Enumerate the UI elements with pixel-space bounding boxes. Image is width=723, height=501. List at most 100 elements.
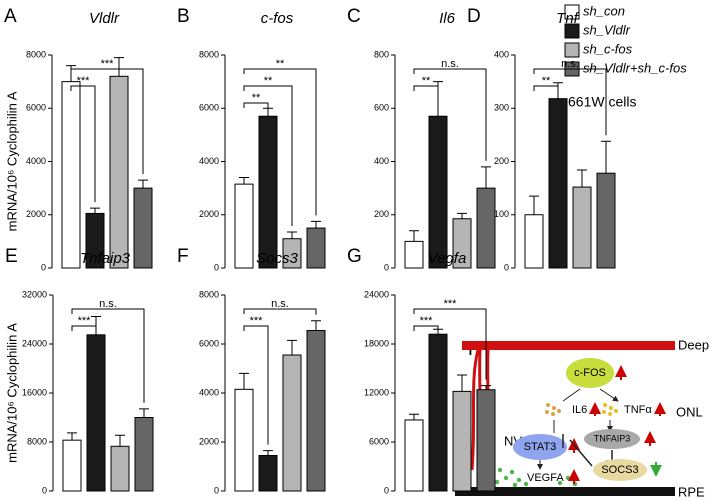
bar [452, 390, 472, 492]
y-tick-label: 24000 [22, 338, 47, 348]
bar [258, 115, 278, 269]
error-bar [481, 166, 491, 189]
bar [234, 183, 254, 269]
y-tick-label: 6000 [26, 103, 46, 113]
rpe-label: RPE [678, 484, 705, 499]
y-tick-label: 6000 [199, 103, 219, 113]
il6-dots [545, 403, 561, 416]
rpe-layer [455, 487, 675, 496]
bar [596, 172, 616, 269]
error-bar [409, 230, 419, 242]
node-label: TNFAIP3 [594, 433, 631, 443]
panel-letter: E [5, 246, 18, 267]
node-label: c-FOS [574, 367, 606, 379]
error-bar [529, 195, 539, 215]
bar [404, 240, 424, 269]
error-bar [114, 57, 124, 77]
error-bar [287, 339, 297, 356]
y-tick-label: 8000 [199, 49, 219, 59]
significance-bracket [413, 85, 439, 91]
error-bar [139, 408, 149, 418]
y-tick-label: 0 [214, 262, 219, 272]
significance-bracket [533, 85, 559, 91]
stat3-node [513, 434, 567, 460]
y-tick-label: 0 [384, 485, 389, 495]
y-tick-label: 200 [374, 209, 389, 219]
bar [404, 419, 424, 492]
bar [109, 75, 129, 269]
bar [258, 454, 278, 492]
y-axis-label: mRNA/10⁶ Cyclophilin A [4, 323, 19, 463]
significance-label: n.s. [271, 298, 289, 310]
bar [428, 115, 448, 269]
legend-label: sh_c-fos [583, 41, 633, 56]
legend-label: sh_Vldlr [583, 22, 631, 37]
significance-label: *** [420, 315, 434, 327]
significance-bracket [70, 68, 144, 175]
y-tick-label: 6000 [369, 436, 389, 446]
y-tick-label: 0 [214, 485, 219, 495]
y-tick-label: 24000 [364, 289, 389, 299]
significance-bracket [71, 325, 97, 331]
panel-letter: F [177, 246, 189, 267]
chart-title: Tnf [556, 10, 580, 27]
error-bar [311, 320, 321, 331]
significance-label: n.s. [99, 298, 117, 310]
arrow [562, 388, 618, 401]
y-tick-label: 2000 [199, 209, 219, 219]
y-tick-label: 16000 [22, 387, 47, 397]
y-tick-label: 32000 [22, 289, 47, 299]
error-bar [409, 413, 419, 420]
significance-label: n.s. [561, 58, 579, 70]
significance-bracket [413, 325, 439, 331]
significance-label: ** [422, 75, 431, 87]
y-tick-label: 4000 [199, 387, 219, 397]
y-tick-label: 2000 [199, 436, 219, 446]
error-bar [138, 179, 148, 189]
y-tick-label: 4000 [199, 156, 219, 166]
panel-letter: A [4, 6, 17, 27]
deep-label: Deep [678, 337, 709, 352]
error-bar [287, 231, 297, 239]
y-axis-label: mRNA/10⁶ Cyclophilin A [4, 91, 19, 231]
bar [306, 227, 326, 269]
significance-label: ** [252, 92, 261, 104]
error-bar [115, 434, 125, 447]
y-tick-label: 12000 [364, 387, 389, 397]
bar [61, 81, 81, 269]
bar [428, 333, 448, 492]
node-label: VEGFA [527, 472, 564, 484]
bar [282, 354, 302, 492]
onl-label: ONL [676, 404, 703, 419]
significance-label: *** [250, 315, 264, 327]
significance-bracket [243, 85, 293, 227]
bar [110, 445, 130, 492]
significance-label: ** [276, 58, 285, 70]
bar [524, 214, 544, 269]
y-tick-label: 0 [384, 262, 389, 272]
y-tick-label: 400 [374, 156, 389, 166]
significance-label: *** [77, 75, 91, 87]
significance-label: *** [101, 58, 115, 70]
y-tick-label: 18000 [364, 338, 389, 348]
bar [476, 389, 496, 492]
significance-bracket [243, 325, 269, 445]
chart-title: Socs3 [256, 250, 298, 267]
error-bar [481, 385, 491, 390]
error-bar [90, 207, 100, 214]
deep-vessel [462, 341, 675, 350]
legend-label: sh_Vldlr+sh_c-fos [583, 60, 687, 75]
y-tick-label: 8000 [27, 436, 47, 446]
panel-letter: G [347, 246, 362, 267]
significance-bracket [243, 68, 317, 216]
bar [62, 439, 82, 492]
y-tick-label: 200 [494, 156, 509, 166]
chart-title: Vldlr [89, 10, 120, 27]
node-label: TNFα [624, 404, 652, 416]
error-bar [311, 220, 321, 229]
tnf-dots [602, 403, 618, 416]
bar [86, 334, 106, 492]
bar [572, 186, 592, 269]
significance-label: *** [444, 298, 458, 310]
legend-label: sh_con [583, 3, 625, 18]
